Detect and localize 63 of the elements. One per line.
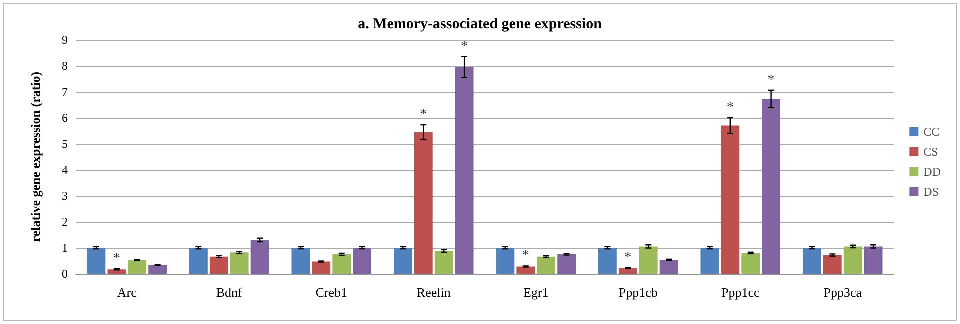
x-tick-label: Bdnf xyxy=(216,285,244,300)
bar xyxy=(148,265,168,274)
y-tick-label: 1 xyxy=(62,241,68,255)
bar xyxy=(537,256,556,274)
bar xyxy=(558,254,576,274)
bar xyxy=(803,248,822,274)
bar xyxy=(660,260,678,274)
data-label: * xyxy=(522,248,530,264)
y-tick-label: 9 xyxy=(62,33,68,47)
x-tick-label: Reelin xyxy=(416,285,452,300)
legend-label: CS xyxy=(924,145,938,159)
bar xyxy=(190,248,208,274)
legend-label: CC xyxy=(924,125,940,139)
bar xyxy=(639,246,658,274)
x-tick-label: Creb1 xyxy=(316,285,348,300)
bar xyxy=(250,240,270,274)
bar xyxy=(332,254,352,274)
bar xyxy=(128,260,147,274)
y-tick-label: 7 xyxy=(62,85,68,99)
y-axis-title: relative gene expression (ratio) xyxy=(28,72,43,242)
chart-title: a. Memory-associated gene expression xyxy=(358,16,603,32)
bar xyxy=(455,67,474,274)
y-tick-label: 5 xyxy=(62,137,68,151)
bar xyxy=(353,248,372,274)
data-label: * xyxy=(624,250,632,266)
bar xyxy=(230,252,249,274)
x-tick-label: Egr1 xyxy=(523,285,549,300)
legend-label: DS xyxy=(924,185,940,199)
x-tick-label: Ppp1cc xyxy=(721,285,760,300)
data-label: * xyxy=(461,39,468,54)
bar xyxy=(618,268,638,274)
bar xyxy=(516,266,536,274)
data-label: * xyxy=(420,108,428,123)
bar xyxy=(762,99,781,274)
bar xyxy=(721,126,740,274)
bar xyxy=(700,248,720,274)
bar xyxy=(434,251,454,274)
bar xyxy=(414,132,433,274)
y-tick-label: 2 xyxy=(62,215,68,229)
y-tick-label: 4 xyxy=(62,163,68,177)
bar xyxy=(823,255,842,274)
bar xyxy=(742,253,760,274)
x-tick-label: Ppp3ca xyxy=(824,285,862,300)
bar xyxy=(312,262,331,274)
bar xyxy=(598,248,617,274)
bar xyxy=(864,246,883,274)
bar xyxy=(394,248,412,274)
y-tick-label: 3 xyxy=(62,189,68,203)
bar xyxy=(108,270,126,274)
x-tick-label: Arc xyxy=(117,285,138,300)
bar xyxy=(844,246,862,274)
data-label: * xyxy=(726,100,734,116)
y-tick-label: 8 xyxy=(62,59,68,73)
data-label: * xyxy=(768,72,775,88)
y-tick-label: 0 xyxy=(62,267,68,281)
x-tick-label: Ppp1cb xyxy=(618,285,658,300)
bar xyxy=(210,256,228,274)
bar xyxy=(292,248,310,274)
legend-label: DD xyxy=(924,165,942,179)
bar xyxy=(87,248,106,274)
y-tick-label: 6 xyxy=(62,111,68,125)
bar xyxy=(496,248,515,274)
data-label: * xyxy=(113,252,120,267)
